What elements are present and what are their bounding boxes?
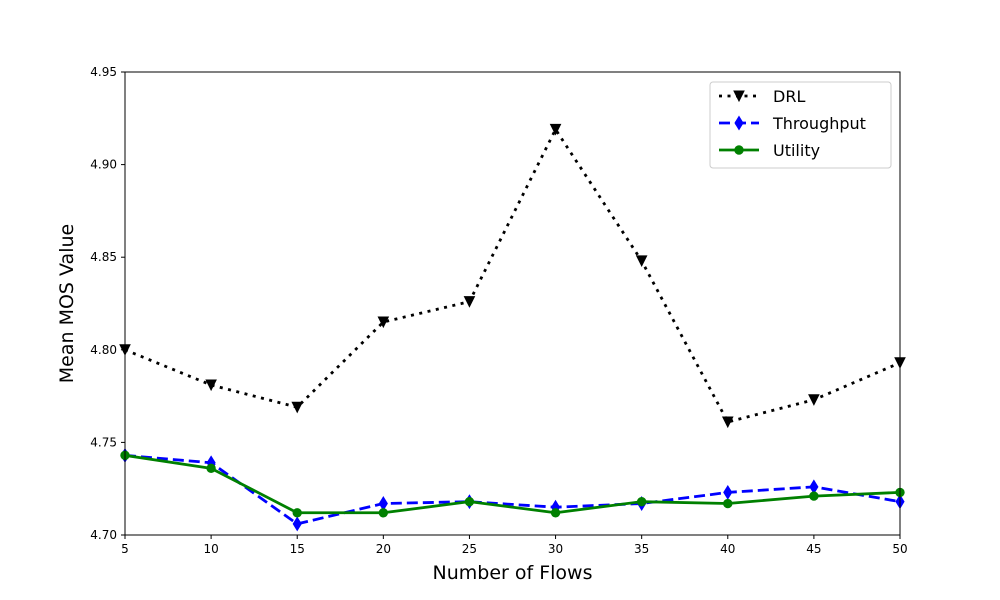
data-point xyxy=(636,496,647,507)
series-utility xyxy=(120,450,905,518)
legend-marker xyxy=(734,115,744,131)
series-drl xyxy=(119,123,906,429)
x-tick-label: 5 xyxy=(121,542,129,556)
data-point xyxy=(723,498,733,509)
data-point xyxy=(206,463,216,474)
legend-label: Utility xyxy=(773,141,820,160)
legend-entry: Utility xyxy=(719,141,820,160)
x-tick-label: 10 xyxy=(203,542,218,556)
data-point xyxy=(291,401,304,414)
data-point xyxy=(463,296,476,308)
x-tick-label: 35 xyxy=(634,542,649,556)
data-point xyxy=(464,496,475,507)
data-point xyxy=(721,416,734,429)
data-point xyxy=(549,123,562,136)
series-line xyxy=(124,128,901,424)
x-tick-label: 25 xyxy=(462,542,477,556)
x-tick-label: 45 xyxy=(806,542,821,556)
x-tick-label: 30 xyxy=(548,542,563,556)
y-tick-label: 4.70 xyxy=(90,528,117,542)
plot-frame xyxy=(124,71,901,536)
y-axis-label: Mean MOS Value xyxy=(56,224,78,383)
y-tick-label: 4.85 xyxy=(90,250,117,264)
x-tick-label: 40 xyxy=(720,542,735,556)
legend-box xyxy=(709,81,892,169)
data-point xyxy=(550,508,561,518)
legend-label: DRL xyxy=(773,87,805,106)
data-point xyxy=(205,379,217,392)
data-point xyxy=(377,316,390,329)
legend-label: Throughput xyxy=(772,114,866,133)
x-tick-label: 50 xyxy=(892,542,907,556)
legend-entry: Throughput xyxy=(719,114,866,133)
legend-entry: DRL xyxy=(719,87,805,106)
data-point xyxy=(378,508,389,518)
data-point xyxy=(635,255,648,268)
series-line xyxy=(124,453,901,526)
axes: 5 10 15 20 25 30 35 40 45 50 4.70 4.75 4.80 4.85 4.90 4… xyxy=(90,65,907,556)
y-tick-label: 4.75 xyxy=(90,435,117,449)
series-throughput xyxy=(120,447,905,532)
x-tick-label: 20 xyxy=(376,542,391,556)
y-tick-label: 4.90 xyxy=(90,158,117,172)
data-point xyxy=(378,496,388,511)
series-line xyxy=(124,453,901,515)
y-tick-label: 4.95 xyxy=(90,65,117,79)
legend-marker xyxy=(734,145,744,155)
data-point xyxy=(809,479,819,495)
data-point xyxy=(809,491,819,501)
data-point xyxy=(292,508,302,518)
x-tick-label: 15 xyxy=(290,542,305,556)
plot-area xyxy=(119,123,906,532)
data-point xyxy=(292,516,302,532)
x-axis-label: Number of Flows xyxy=(433,562,593,584)
legend-marker xyxy=(733,90,745,103)
legend: DRL Throughput Utility xyxy=(709,81,892,169)
data-point xyxy=(723,484,733,500)
data-point xyxy=(808,394,820,406)
y-tick-label: 4.80 xyxy=(90,343,117,357)
